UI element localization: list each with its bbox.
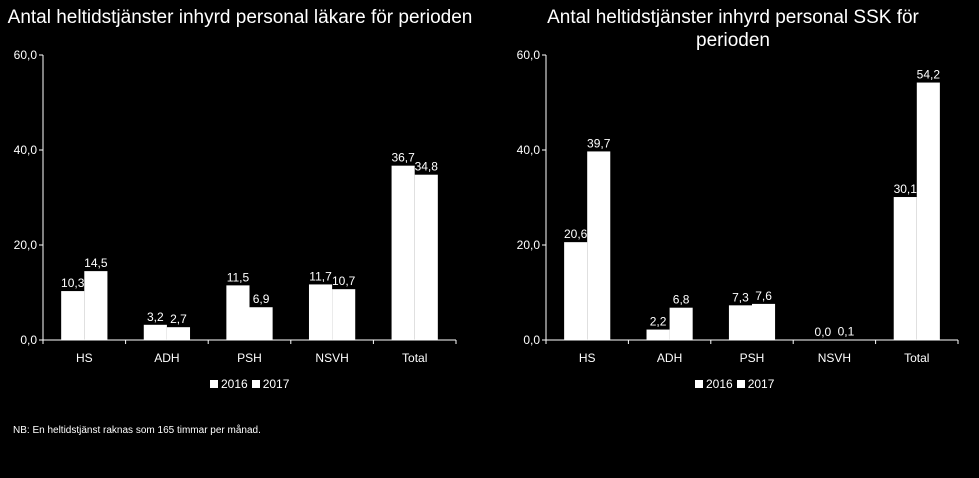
- legend-label-2016: 2016: [706, 377, 733, 391]
- bar-2017-ADH: [669, 307, 693, 340]
- x-tick-label: PSH: [740, 351, 765, 365]
- data-label: 3,2: [147, 310, 164, 324]
- data-label: 36,7: [391, 151, 415, 165]
- data-label: 6,8: [673, 293, 690, 307]
- chart-panel-ssk: Antal heltidstjänster inhyrd personal SS…: [495, 0, 979, 410]
- data-label: 0,0: [815, 325, 832, 339]
- y-tick-label: 60,0: [517, 48, 541, 62]
- bar-2017-Total: [916, 82, 940, 341]
- bar-2017-PSH: [249, 307, 273, 340]
- data-label: 54,2: [917, 68, 941, 82]
- data-label: 7,6: [755, 289, 772, 303]
- x-tick-label: ADH: [154, 351, 179, 365]
- legend-swatch-2016: [695, 380, 703, 388]
- data-label: 14,5: [84, 256, 108, 270]
- data-label: 7,3: [732, 290, 749, 304]
- data-label: 2,2: [650, 315, 667, 329]
- footnote: NB: En heltidstjänst raknas som 165 timm…: [13, 425, 261, 436]
- legend-label-2017: 2017: [262, 377, 290, 391]
- data-label: 6,9: [253, 292, 270, 306]
- data-label: 11,5: [227, 270, 250, 284]
- bar-2017-PSH: [752, 303, 776, 340]
- data-label: 10,3: [61, 276, 85, 290]
- data-label: 11,7: [309, 269, 332, 283]
- data-label: 20,6: [564, 227, 588, 241]
- y-tick-label: 20,0: [14, 238, 38, 252]
- data-label: 0,1: [838, 325, 855, 339]
- bar-2016-PSH: [226, 285, 250, 340]
- y-tick-label: 20,0: [517, 238, 541, 252]
- chart-legend: 2016 2017: [695, 377, 778, 391]
- bar-chart-ssk: 60,0 40,0 20,0 0,0 20,6 39,7 HS 2,2 6,8 ADH 7,3 7,6…: [517, 48, 959, 365]
- y-tick-label: 40,0: [517, 143, 541, 157]
- bar-2016-HS: [564, 242, 588, 340]
- y-tick-label: 40,0: [14, 143, 38, 157]
- bar-2016-ADH: [646, 329, 670, 340]
- data-label: 2,7: [170, 312, 187, 326]
- legend-swatch-2017: [736, 380, 745, 388]
- bar-2016-Total: [391, 165, 415, 340]
- x-tick-label: NSVH: [315, 351, 348, 365]
- legend-item-2017: 2017: [251, 377, 290, 391]
- chart-legend: 2016 2017: [210, 377, 293, 391]
- x-tick-label: Total: [904, 351, 929, 365]
- bar-2016-HS: [61, 291, 85, 340]
- bar-2017-Total: [414, 174, 438, 340]
- data-label: 10,7: [332, 274, 356, 288]
- data-label: 30,1: [894, 182, 918, 196]
- y-tick-label: 0,0: [523, 333, 540, 347]
- bar-2016-NSVH: [308, 284, 333, 340]
- legend-swatch-2016: [210, 380, 218, 388]
- x-tick-label: HS: [579, 351, 596, 365]
- data-label: 39,7: [587, 136, 611, 150]
- x-tick-label: Total: [402, 351, 427, 365]
- x-tick-label: NSVH: [818, 351, 851, 365]
- x-tick-label: PSH: [237, 351, 262, 365]
- bar-2016-ADH: [143, 324, 167, 340]
- bar-2017-HS: [84, 271, 108, 340]
- chart-title: Antal heltidstjänster inhyrd personal SS…: [547, 7, 919, 51]
- bar-2017-NSVH: [332, 289, 356, 340]
- chart-panel-lakare: Antal heltidstjänster inhyrd personal lä…: [0, 0, 480, 410]
- legend-item-2016: 2016: [695, 377, 733, 391]
- x-tick-label: ADH: [657, 351, 682, 365]
- y-tick-label: 0,0: [20, 333, 37, 347]
- chart-title: Antal heltidstjänster inhyrd personal lä…: [7, 7, 473, 28]
- legend-item-2016: 2016: [210, 377, 248, 391]
- bar-2017-ADH: [166, 327, 191, 340]
- bar-2016-PSH: [728, 305, 752, 340]
- data-label: 34,8: [415, 160, 439, 174]
- y-tick-label: 60,0: [14, 48, 38, 62]
- legend-label-2017: 2017: [747, 377, 775, 391]
- legend-item-2017: 2017: [736, 377, 775, 391]
- bar-2017-HS: [587, 151, 611, 340]
- x-tick-label: HS: [76, 351, 93, 365]
- bar-2016-Total: [893, 197, 917, 340]
- legend-swatch-2017: [251, 380, 260, 388]
- legend-label-2016: 2016: [221, 377, 248, 391]
- bar-chart-lakare: 60,0 40,0 20,0 0,0 10,3 14,5 HS 3,2 2,7 ADH 11,56,…: [14, 48, 457, 365]
